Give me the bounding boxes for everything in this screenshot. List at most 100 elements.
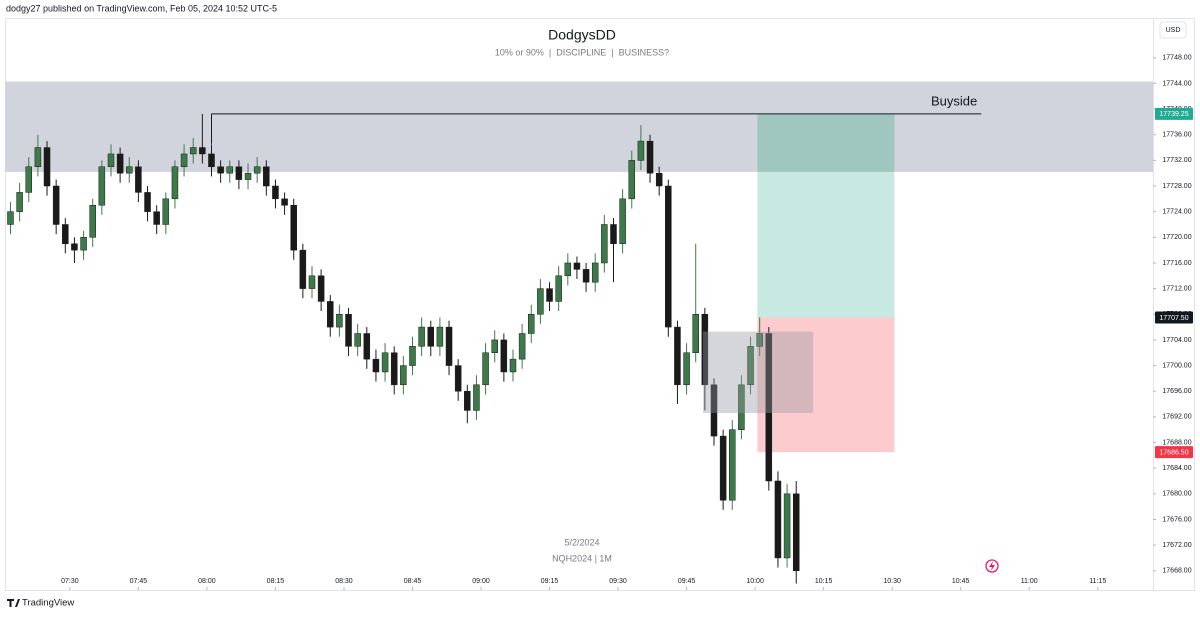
candle-body [729,429,736,501]
candle-body [418,326,425,347]
candle-body [25,166,33,193]
candle-body [646,140,654,174]
y-tick-label: 17692.00 [1162,414,1191,421]
x-tick-label: 10:30 [883,578,901,585]
candle-body [171,166,179,200]
x-tick-label: 09:00 [472,578,490,585]
candle-body [546,288,553,302]
candle-body [345,314,352,347]
candle-body [555,275,562,302]
candle-body [792,493,800,572]
y-tick-label: 17704.00 [1162,337,1191,344]
candle-body [89,204,96,238]
candle-body [43,147,51,187]
candle-body [253,166,261,174]
candle-body [628,160,636,200]
candle-body [116,153,124,174]
candle-body [281,198,288,206]
candle-body [701,314,709,386]
price-label-box [1155,107,1193,120]
alert-icon[interactable] [985,559,999,573]
watermark-symbol: NQH2024 | 1M [552,553,612,563]
candle-body [80,237,87,251]
candle-body [208,153,215,168]
candle-body [738,384,745,430]
annotations [5,81,1153,453]
tv-logo [7,599,20,607]
candle-body [199,147,206,155]
x-tick-label: 07:30 [61,578,79,585]
y-tick-label: 17728.00 [1162,183,1191,190]
candle-body [308,275,316,289]
candles [7,113,800,584]
publish-info: dodgy27 published on TradingView.com, Fe… [6,3,277,13]
candle-body [774,480,782,559]
candle-body [299,249,307,289]
liquidity-zone [5,81,1153,172]
candle-body [263,166,270,187]
price-label: 17739.25 [1159,111,1188,118]
overlays: 17748.0017744.0017740.0017736.0017732.00… [61,55,1193,590]
candle-body [290,204,297,251]
chart-title: DodgysDD [548,27,616,43]
candle-body [683,352,690,386]
candle-body [135,166,142,193]
candle-body [464,390,471,411]
candle-body [601,224,608,264]
candle-body [747,346,754,386]
chart-subtitle: 10% or 90% | DISCIPLINE | BUSINESS? [495,47,669,57]
candle-body [381,352,389,373]
candle-body [610,224,617,244]
candle-body [363,333,371,360]
candle-body [655,172,663,187]
buyside-label: Buyside [931,93,977,108]
y-tick-label: 17676.00 [1162,516,1191,523]
y-tick-label: 17716.00 [1162,260,1191,267]
candle-body [71,243,78,251]
candle-body [162,198,170,225]
candle-body [619,198,626,244]
candle-body [454,365,462,392]
currency-box[interactable] [1159,21,1187,39]
y-tick-label: 17744.00 [1162,80,1191,87]
candle-body [582,269,590,283]
candle-body [436,326,444,347]
candle-body [16,192,23,212]
price-label: 17707.50 [1159,315,1188,322]
candle-body [409,346,416,366]
y-tick-label: 17696.00 [1162,388,1191,395]
candle-body [564,262,572,277]
candle-body [665,185,672,328]
candle-body [126,166,133,174]
y-tick-label: 17688.00 [1162,439,1191,446]
candle-body [217,166,224,174]
candle-body [62,224,69,244]
alert-bolt [989,561,995,571]
candle-body [189,147,197,155]
candle-body [98,166,106,206]
candle-body [400,365,407,386]
candle-body [336,314,343,328]
x-tick-label: 08:15 [267,578,285,585]
chart-frame [5,18,1195,591]
candle-body [674,326,681,386]
candle-body [244,172,252,180]
candle-body [719,435,727,501]
candle-body [180,153,188,168]
x-tick-label: 08:00 [198,578,216,585]
currency: USD [1166,27,1181,34]
y-tick-label: 17680.00 [1162,491,1191,498]
candle-body [7,211,14,225]
candle-body [692,314,699,353]
y-tick-label: 17672.00 [1162,542,1191,549]
x-tick-label: 07:45 [130,578,148,585]
candle-body [390,352,398,386]
candle-body [528,314,535,334]
watermark-date: 5/2/2024 [564,537,599,547]
candle-body [34,147,42,168]
x-tick-label: 10:15 [815,578,833,585]
candle-body [235,166,243,180]
x-tick-label: 08:45 [404,578,422,585]
candle-body [710,384,718,437]
